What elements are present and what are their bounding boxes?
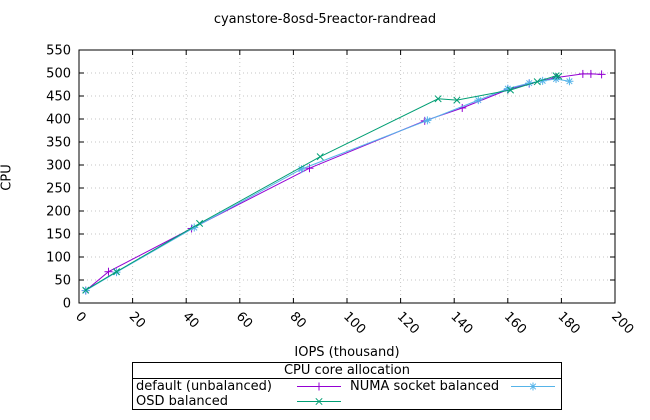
data-point-marker-cross [555, 72, 563, 80]
data-point-marker-asterisk [297, 165, 306, 174]
legend-entry-empty [347, 394, 561, 409]
data-point-marker-cross [434, 95, 442, 103]
data-point-marker-plus [104, 267, 113, 276]
y-tick-label: 450 [46, 90, 71, 105]
legend-sample-line-icon [297, 382, 341, 391]
legend-entry-default: default (unbalanced) [133, 379, 347, 394]
data-point-marker-cross [82, 286, 90, 294]
y-tick-label: 150 [46, 228, 71, 243]
data-point-marker-plus [597, 70, 606, 79]
chart-title: cyanstore-8osd-5reactor-randread [213, 12, 437, 27]
series-default-unbalanced- [81, 69, 606, 295]
x-tick-label: 120 [394, 309, 422, 337]
legend-label-default: default (unbalanced) [136, 379, 272, 394]
data-point-marker-plus [586, 69, 595, 78]
x-tick-label: 140 [447, 309, 475, 337]
legend-label-osd: OSD balanced [136, 394, 229, 409]
y-tick-label: 50 [54, 274, 71, 289]
y-tick-label: 0 [63, 297, 71, 312]
y-tick-label: 250 [46, 182, 71, 197]
legend-title: CPU core allocation [133, 363, 561, 379]
y-axis-label: CPU [0, 164, 15, 191]
x-tick-label: 20 [126, 309, 148, 331]
data-point-marker-asterisk [565, 77, 574, 86]
legend-sample-line-icon [511, 382, 555, 391]
y-tick-label: 400 [46, 113, 71, 128]
data-point-marker-cross [196, 219, 204, 227]
x-tick-label: 200 [608, 309, 636, 337]
x-tick-label: 100 [340, 309, 368, 337]
y-tick-label: 550 [46, 44, 71, 59]
series-numa-socket-balanced [81, 74, 574, 295]
data-point-marker-cross [552, 72, 560, 80]
legend-label-numa: NUMA socket balanced [350, 379, 500, 394]
plot-border [78, 49, 616, 304]
data-point-marker-plus [578, 69, 587, 78]
x-tick-label: 160 [501, 309, 529, 337]
x-axis-label: IOPS (thousand) [294, 345, 400, 360]
series-osd-balanced [82, 72, 563, 294]
legend-marker-asterisk [529, 382, 537, 391]
y-tick-label: 100 [46, 251, 71, 266]
legend-marker-plus [315, 382, 323, 391]
legend-entry-numa: NUMA socket balanced [347, 379, 561, 394]
legend-entry-osd: OSD balanced [133, 394, 347, 409]
x-tick-label: 80 [287, 309, 309, 331]
data-point-marker-cross [112, 268, 121, 276]
y-tick-label: 350 [46, 136, 71, 151]
y-tick-label: 300 [46, 159, 71, 174]
legend-entries: default (unbalanced) NUMA socket balance… [133, 379, 561, 409]
legend-sample-line-icon [297, 397, 341, 406]
series-line [85, 75, 559, 291]
data-point-marker-asterisk [423, 116, 432, 125]
data-point-marker-asterisk [474, 96, 483, 105]
data-point-marker-cross [453, 96, 461, 104]
data-point-marker-cross [316, 153, 324, 161]
x-tick-label: 180 [555, 309, 583, 337]
x-tick-label: 0 [72, 309, 88, 325]
x-tick-label: 60 [233, 309, 255, 331]
data-point-marker-cross [506, 86, 515, 94]
legend-marker-cross [315, 397, 323, 406]
y-tick-label: 500 [46, 67, 71, 82]
data-point-marker-cross [533, 78, 541, 86]
legend-box: CPU core allocation default (unbalanced)… [132, 362, 562, 410]
y-tick-label: 200 [46, 205, 71, 220]
series-line [85, 78, 570, 292]
x-tick-label: 40 [179, 309, 201, 331]
series-line [85, 73, 602, 291]
